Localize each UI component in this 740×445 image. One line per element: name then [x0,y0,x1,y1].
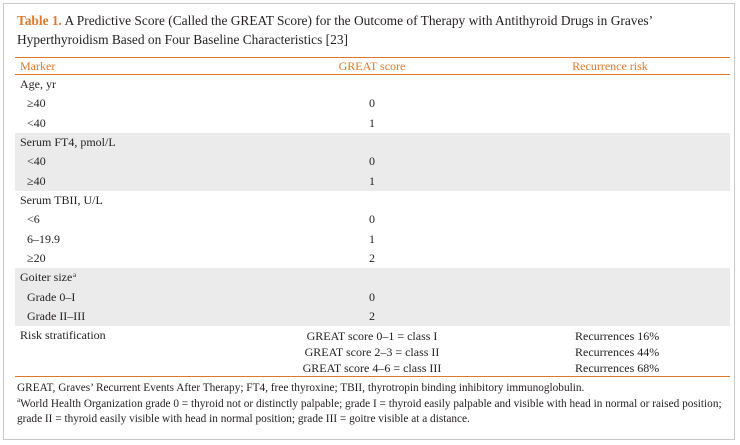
table-group-header: Goiter size a [15,268,730,288]
table-row: ≥40 0 [15,94,730,113]
great-score-value: 0 [369,289,375,304]
table-row: 6–19.9 1 [15,230,730,249]
great-score-value: 0 [369,154,375,169]
marker-value: <6 [27,212,40,227]
risk-stratification: Risk stratification GREAT score 0–1 = cl… [15,327,730,376]
table-row: ≥40 1 [15,171,730,191]
great-score-value: 1 [369,173,375,188]
table-row: <6 0 [15,210,730,229]
marker-value: <40 [27,154,46,169]
marker-value: 6–19.9 [27,231,60,246]
table-row: Grade II–III 2 [15,306,730,327]
great-score-value: 2 [369,308,375,323]
marker-value: ≥20 [27,250,46,265]
table-label: Table 1. [17,13,62,28]
risk-stratification-title: Risk stratification [20,328,106,342]
table-body: Age, yr ≥40 0 <40 1 Serum FT4, pmol/L <40 0 ≥40 1… [15,75,730,327]
header-rule [15,74,730,75]
strat-risk-1: Recurrences 16% [575,329,660,343]
goiter-footnote: aWorld Health Organization grade 0 = thy… [17,395,729,428]
abbreviations-footnote: GREAT, Graves’ Recurrent Events After Th… [17,382,585,394]
table-row: Grade 0–I 0 [15,287,730,307]
great-score-value: 2 [369,250,375,265]
header-marker: Marker [20,59,56,73]
strat-risk-3: Recurrences 68% [575,361,660,375]
great-score-value: 0 [369,96,375,111]
footnote-marker: a [17,395,21,404]
marker-value: ≥40 [27,173,46,188]
header-recurrence-risk: Recurrence risk [572,59,648,73]
footnote-marker: a [73,271,77,280]
table-title: A Predictive Score (Called the GREAT Sco… [17,13,653,47]
group-title: Age, yr [20,77,56,91]
marker-value: Grade 0–I [27,289,76,304]
bottom-rule [15,376,730,377]
table-row: <40 0 [15,152,730,172]
goiter-footnote-text: World Health Organization grade 0 = thyr… [17,397,722,426]
strat-score-3: GREAT score 4–6 = class III [302,361,442,375]
group-title: Goiter size [20,270,73,285]
group-title: Serum FT4, pmol/L [20,134,116,149]
table-frame [3,3,735,440]
top-rule [15,57,730,58]
header-great-score: GREAT score [338,59,406,73]
table-row: <40 1 [15,114,730,133]
table-group-header: Age, yr [15,75,730,94]
strat-score-1: GREAT score 0–1 = class I [306,329,438,343]
table-row: ≥20 2 [15,249,730,268]
strat-score-2: GREAT score 2–3 = class II [304,345,440,359]
table-caption: Table 1. A Predictive Score (Called the … [17,11,729,49]
great-score-value: 1 [369,115,375,130]
table-group-header: Serum FT4, pmol/L [15,132,730,153]
marker-value: ≥40 [27,96,46,111]
great-score-value: 1 [369,231,375,246]
table-group-header: Serum TBII, U/L [15,191,730,210]
strat-risk-2: Recurrences 44% [575,345,660,359]
marker-value: Grade II–III [27,308,86,323]
table-footnotes: GREAT, Graves’ Recurrent Events After Th… [17,381,729,428]
great-score-value: 0 [369,212,375,227]
marker-value: <40 [27,115,46,130]
group-title: Serum TBII, U/L [20,192,103,207]
